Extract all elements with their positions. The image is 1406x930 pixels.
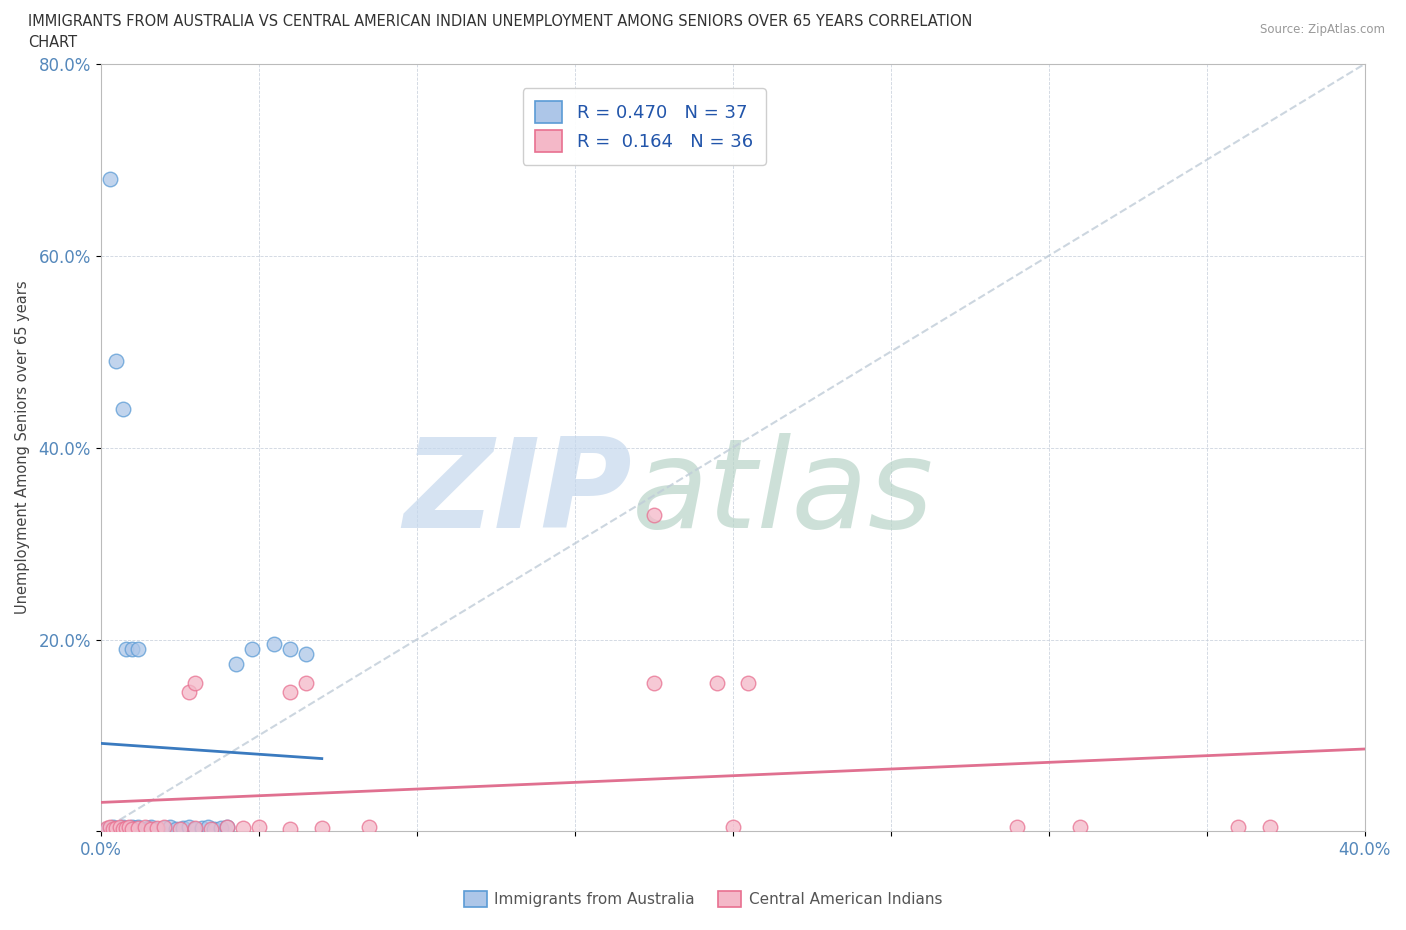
Y-axis label: Unemployment Among Seniors over 65 years: Unemployment Among Seniors over 65 years xyxy=(15,281,30,615)
Point xyxy=(1005,819,1028,834)
Point xyxy=(706,675,728,690)
Point xyxy=(96,820,118,835)
Point xyxy=(108,819,131,834)
Text: IMMIGRANTS FROM AUSTRALIA VS CENTRAL AMERICAN INDIAN UNEMPLOYMENT AMONG SENIORS : IMMIGRANTS FROM AUSTRALIA VS CENTRAL AME… xyxy=(28,14,973,29)
Text: Source: ZipAtlas.com: Source: ZipAtlas.com xyxy=(1260,23,1385,36)
Point xyxy=(115,821,138,836)
Point xyxy=(96,821,118,836)
Point xyxy=(311,820,333,835)
Point xyxy=(159,819,181,834)
Point xyxy=(111,402,134,417)
Point xyxy=(146,821,169,836)
Point xyxy=(169,821,191,836)
Point xyxy=(146,820,169,835)
Point xyxy=(124,820,146,835)
Point xyxy=(215,819,238,834)
Point xyxy=(721,819,744,834)
Point xyxy=(209,820,232,835)
Text: ZIP: ZIP xyxy=(402,433,631,554)
Point xyxy=(127,819,149,834)
Point xyxy=(118,819,141,834)
Point xyxy=(202,821,225,836)
Point xyxy=(240,642,263,657)
Legend: Immigrants from Australia, Central American Indians: Immigrants from Australia, Central Ameri… xyxy=(458,884,948,913)
Point xyxy=(184,821,207,836)
Point xyxy=(359,819,381,834)
Point xyxy=(278,821,301,836)
Point xyxy=(115,642,138,657)
Point xyxy=(139,821,162,836)
Point xyxy=(247,819,270,834)
Point xyxy=(278,684,301,699)
Point xyxy=(105,821,128,836)
Point xyxy=(121,819,143,834)
Point xyxy=(177,819,200,834)
Point xyxy=(127,642,149,657)
Point xyxy=(121,642,143,657)
Point xyxy=(643,508,665,523)
Point xyxy=(98,171,121,186)
Point xyxy=(263,637,285,652)
Point xyxy=(111,819,134,834)
Legend: R = 0.470   N = 37, R =  0.164   N = 36: R = 0.470 N = 37, R = 0.164 N = 36 xyxy=(523,88,766,165)
Point xyxy=(1227,819,1250,834)
Text: atlas: atlas xyxy=(631,433,934,554)
Point xyxy=(98,819,121,834)
Point xyxy=(278,642,301,657)
Point xyxy=(103,819,125,834)
Point xyxy=(643,675,665,690)
Point xyxy=(225,657,247,671)
Point xyxy=(215,819,238,834)
Point xyxy=(177,684,200,699)
Point xyxy=(127,820,149,835)
Point xyxy=(115,820,138,835)
Point xyxy=(295,675,318,690)
Point xyxy=(197,819,219,834)
Point xyxy=(134,821,156,836)
Text: CHART: CHART xyxy=(28,35,77,50)
Point xyxy=(103,821,125,836)
Point xyxy=(232,820,254,835)
Point xyxy=(1069,819,1091,834)
Point xyxy=(165,821,187,836)
Point xyxy=(200,821,222,836)
Point xyxy=(172,820,194,835)
Point xyxy=(121,821,143,836)
Point xyxy=(105,820,128,835)
Point xyxy=(295,646,318,661)
Point xyxy=(111,821,134,836)
Point xyxy=(108,820,131,835)
Point xyxy=(190,820,212,835)
Point xyxy=(136,820,159,835)
Point xyxy=(139,819,162,834)
Point xyxy=(1258,819,1281,834)
Point xyxy=(134,819,156,834)
Point xyxy=(152,820,174,835)
Point xyxy=(184,820,207,835)
Point xyxy=(98,820,121,835)
Point xyxy=(737,675,759,690)
Point xyxy=(118,820,141,835)
Point xyxy=(105,354,128,369)
Point xyxy=(152,819,174,834)
Point xyxy=(184,675,207,690)
